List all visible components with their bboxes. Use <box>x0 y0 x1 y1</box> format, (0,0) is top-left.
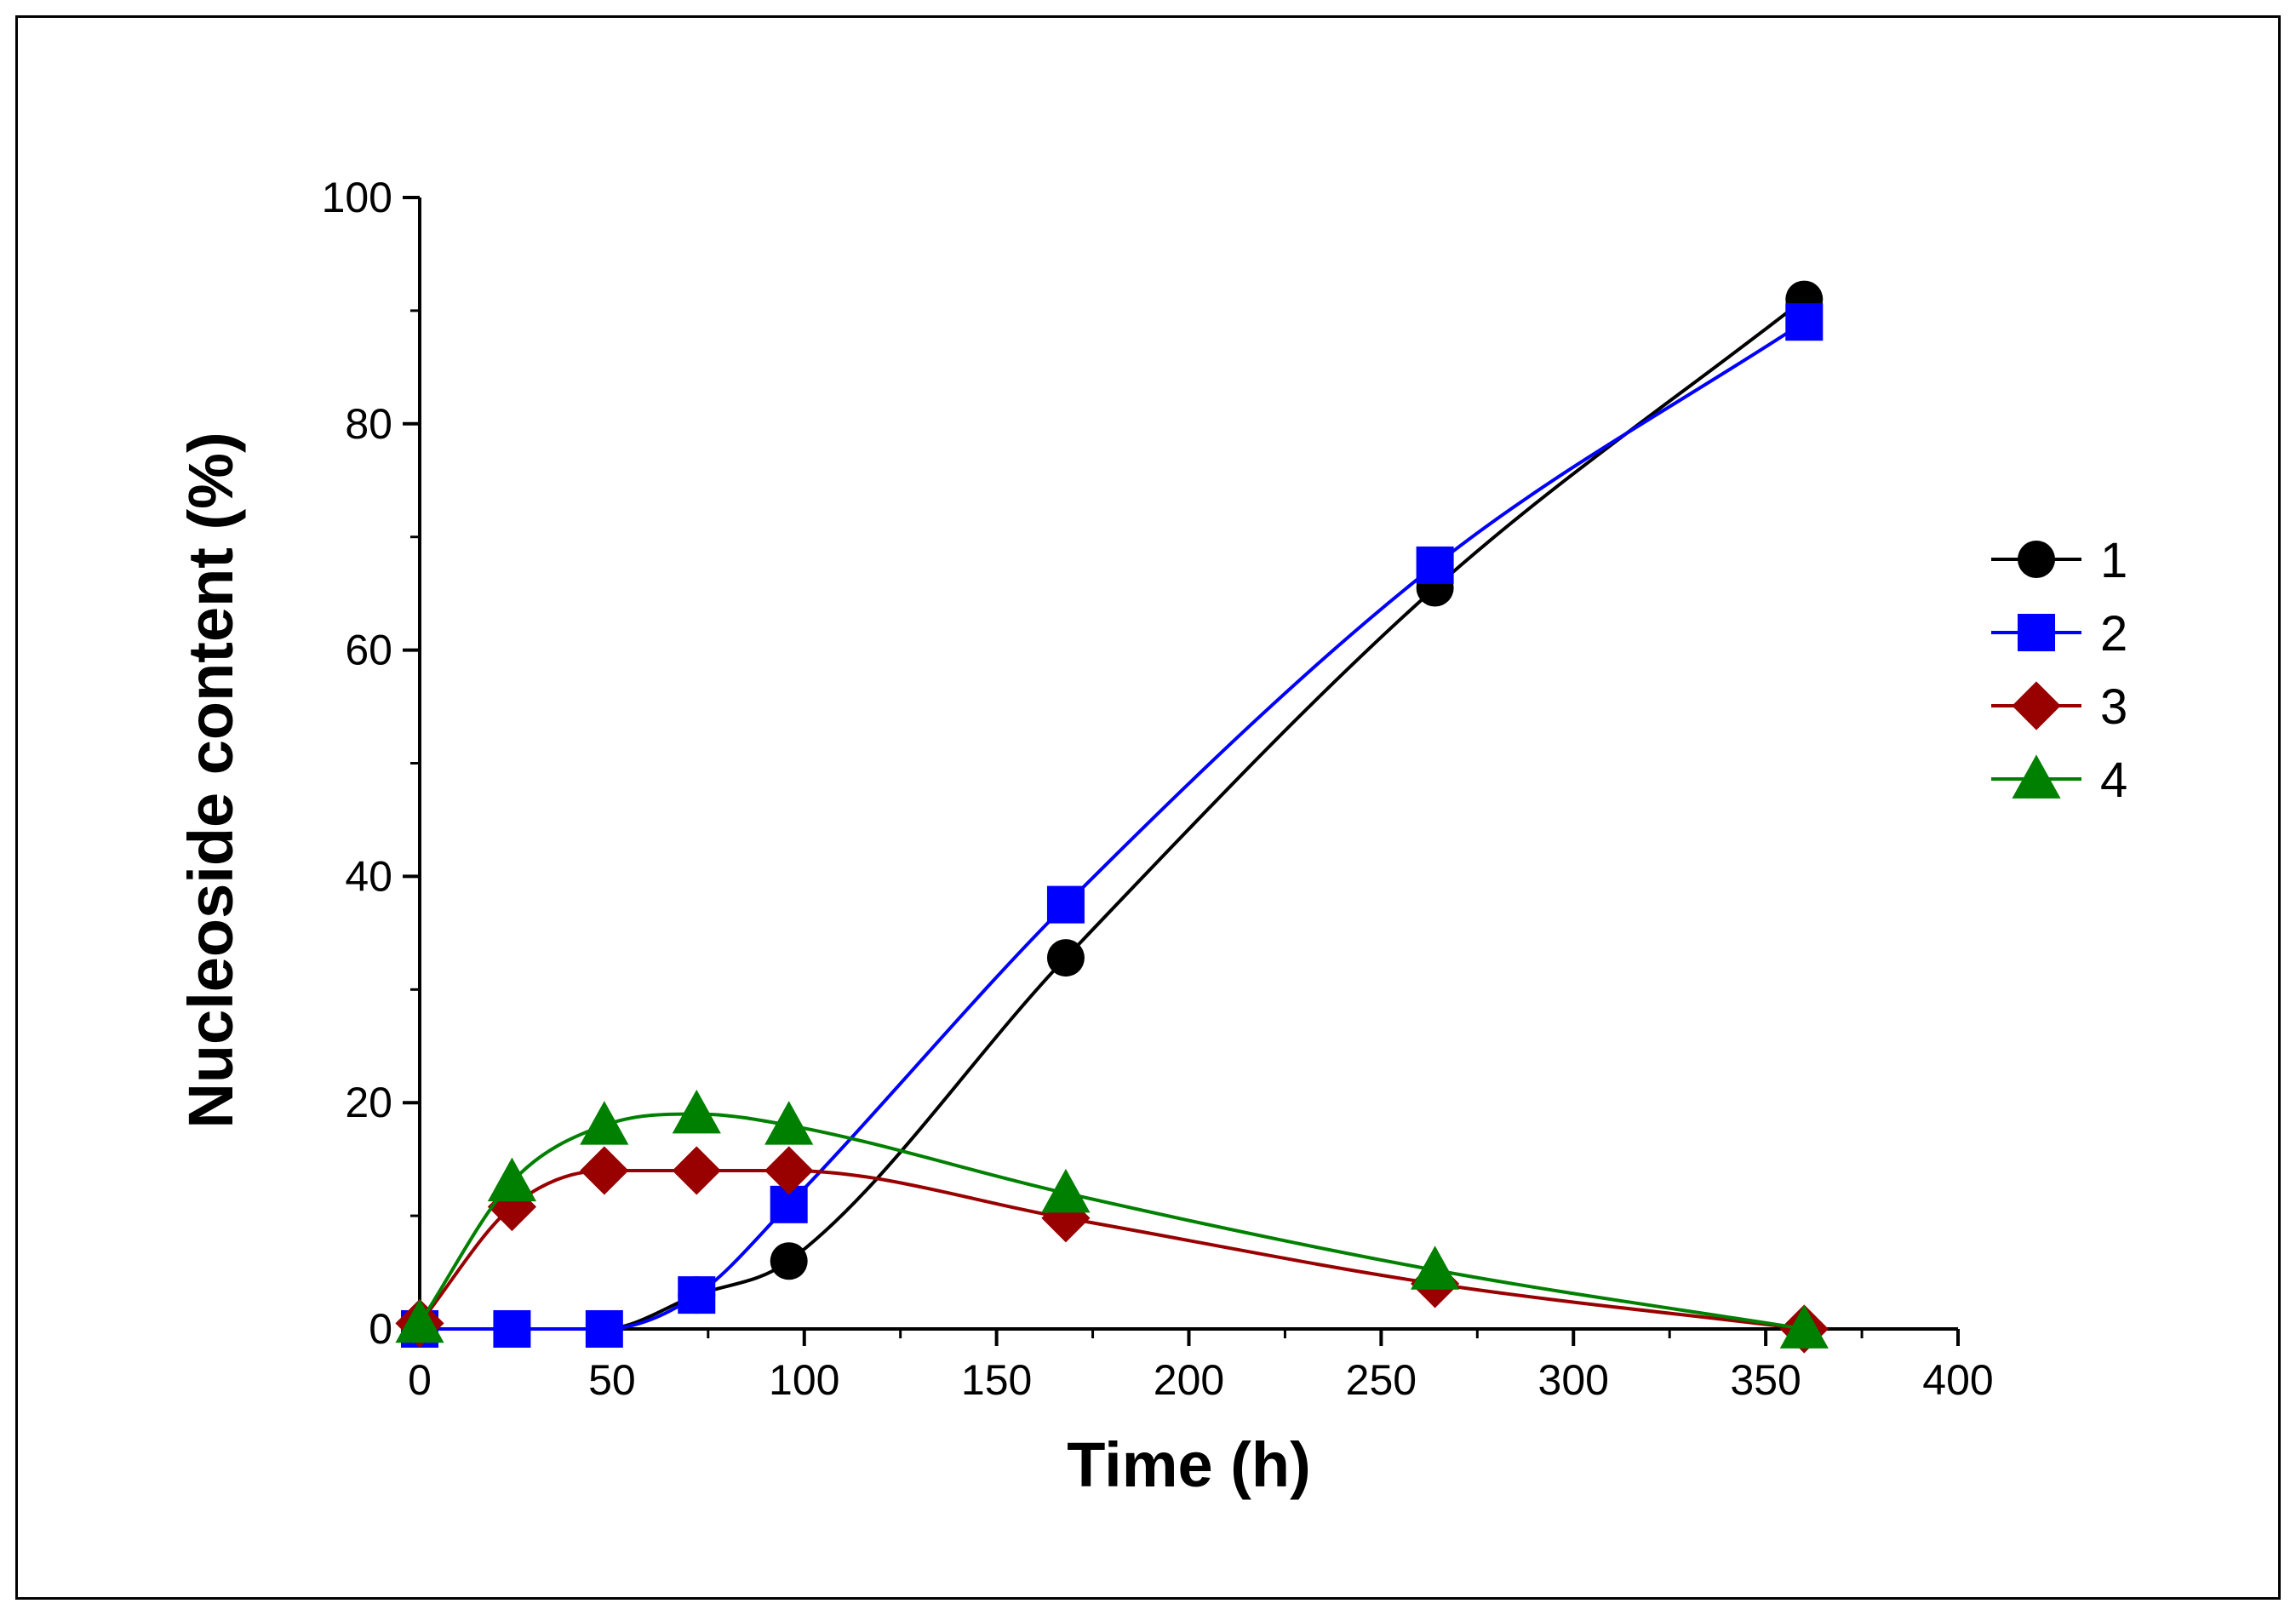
series-2-point <box>678 1276 716 1314</box>
series-4-point <box>764 1101 814 1145</box>
y-axis-title: Nucleoside content (%) <box>175 432 246 1128</box>
series-4-point <box>580 1101 629 1145</box>
x-tick-label: 100 <box>769 1356 839 1404</box>
series-2-point <box>585 1310 623 1348</box>
series-1-point <box>1046 939 1085 977</box>
y-tick-label: 80 <box>345 400 392 448</box>
series-2-point <box>1416 546 1454 584</box>
x-tick-label: 400 <box>1922 1356 1993 1404</box>
legend-label: 4 <box>2100 753 2127 808</box>
axes: 0 50 100 150 200 250 300 350 400 0 20 40 60 80 100 <box>322 174 1994 1404</box>
series-1 <box>401 280 1824 1348</box>
x-tick-label: 250 <box>1346 1356 1417 1404</box>
legend-label: 2 <box>2100 606 2127 661</box>
series-2-point <box>493 1310 531 1348</box>
series-4-point <box>672 1089 721 1134</box>
series-4-point <box>487 1157 537 1202</box>
series-4-line <box>418 1112 1805 1331</box>
series-2-line <box>420 320 1806 1332</box>
x-tick-label: 150 <box>961 1356 1032 1404</box>
series-4-point <box>1411 1246 1460 1290</box>
legend-label: 1 <box>2100 533 2127 588</box>
legend-label: 3 <box>2100 679 2127 735</box>
x-axis-title: Time (h) <box>1067 1429 1310 1500</box>
y-tick-label: 40 <box>345 852 392 900</box>
figure-frame: 0 50 100 150 200 250 300 350 400 0 20 40 60 80 100 1 2 3… <box>15 15 2281 1600</box>
series-4 <box>395 1089 1829 1349</box>
series-4-point <box>1041 1168 1091 1213</box>
series-1-point <box>770 1242 808 1280</box>
series-4-point <box>395 1298 444 1343</box>
y-tick-label: 20 <box>345 1079 392 1126</box>
x-tick-label: 200 <box>1154 1356 1224 1404</box>
y-tick-label: 0 <box>369 1305 392 1353</box>
series-2-point <box>1046 885 1085 924</box>
legend: 1 2 3 4 <box>1991 533 2127 808</box>
chart-canvas: 0 50 100 150 200 250 300 350 400 0 20 40 60 80 100 1 2 3… <box>175 174 2127 1500</box>
series-layer <box>395 280 1829 1354</box>
legend-marker <box>2012 681 2061 730</box>
series-4-point <box>1779 1304 1829 1349</box>
series-3-point <box>580 1146 629 1195</box>
legend-marker <box>2012 754 2061 799</box>
series-2-point <box>1785 303 1824 341</box>
y-tick-label: 100 <box>322 174 392 221</box>
legend-item-1: 1 <box>1991 533 2127 588</box>
x-tick-label: 50 <box>588 1356 636 1404</box>
x-tick-label: 350 <box>1730 1356 1801 1404</box>
y-tick-label: 60 <box>345 627 392 674</box>
legend-marker <box>2018 541 2055 578</box>
series-3-point <box>672 1146 721 1195</box>
x-tick-label: 300 <box>1538 1356 1609 1404</box>
series-3-point <box>764 1146 814 1195</box>
series-2 <box>401 303 1824 1348</box>
legend-item-3: 3 <box>1991 679 2127 735</box>
series-3-line <box>418 1168 1805 1331</box>
x-tick-label: 0 <box>408 1356 432 1404</box>
legend-item-2: 2 <box>1991 606 2127 661</box>
series-3-point <box>487 1182 537 1232</box>
legend-item-4: 4 <box>1991 753 2127 808</box>
legend-marker <box>2018 614 2055 651</box>
